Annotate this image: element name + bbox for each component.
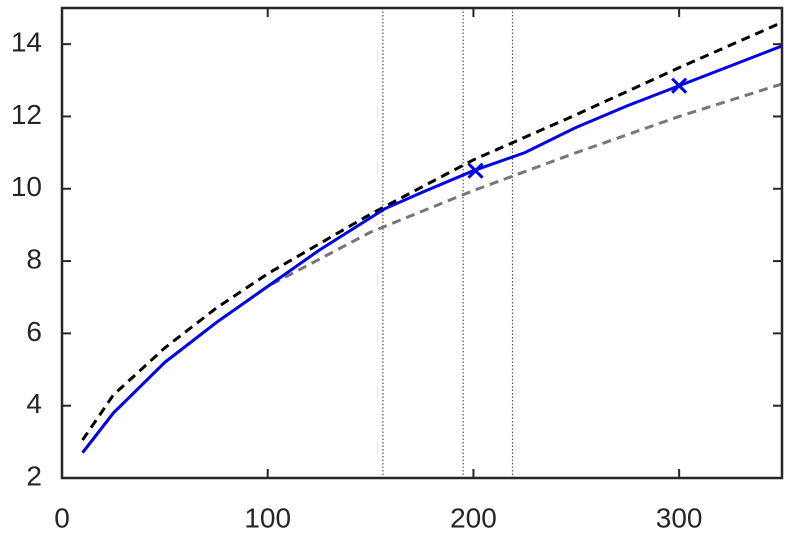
line-series	[81, 82, 783, 454]
marker	[467, 162, 484, 179]
plot-frame	[60, 6, 784, 480]
x-tick-label: 0	[54, 502, 70, 533]
y-tick-label: 10	[11, 171, 42, 202]
x-tick-label: 100	[244, 502, 291, 533]
y-tick-label: 8	[26, 243, 42, 274]
y-tick-label: 14	[11, 27, 42, 58]
marker	[671, 77, 688, 94]
x-tick-label: 300	[656, 502, 703, 533]
x-tick-label: 200	[450, 502, 497, 533]
y-tick-label: 2	[26, 460, 42, 491]
y-tick-label: 6	[26, 316, 42, 347]
y-tick-label: 4	[26, 388, 42, 419]
line-series	[81, 44, 783, 454]
y-tick-label: 12	[11, 99, 42, 130]
